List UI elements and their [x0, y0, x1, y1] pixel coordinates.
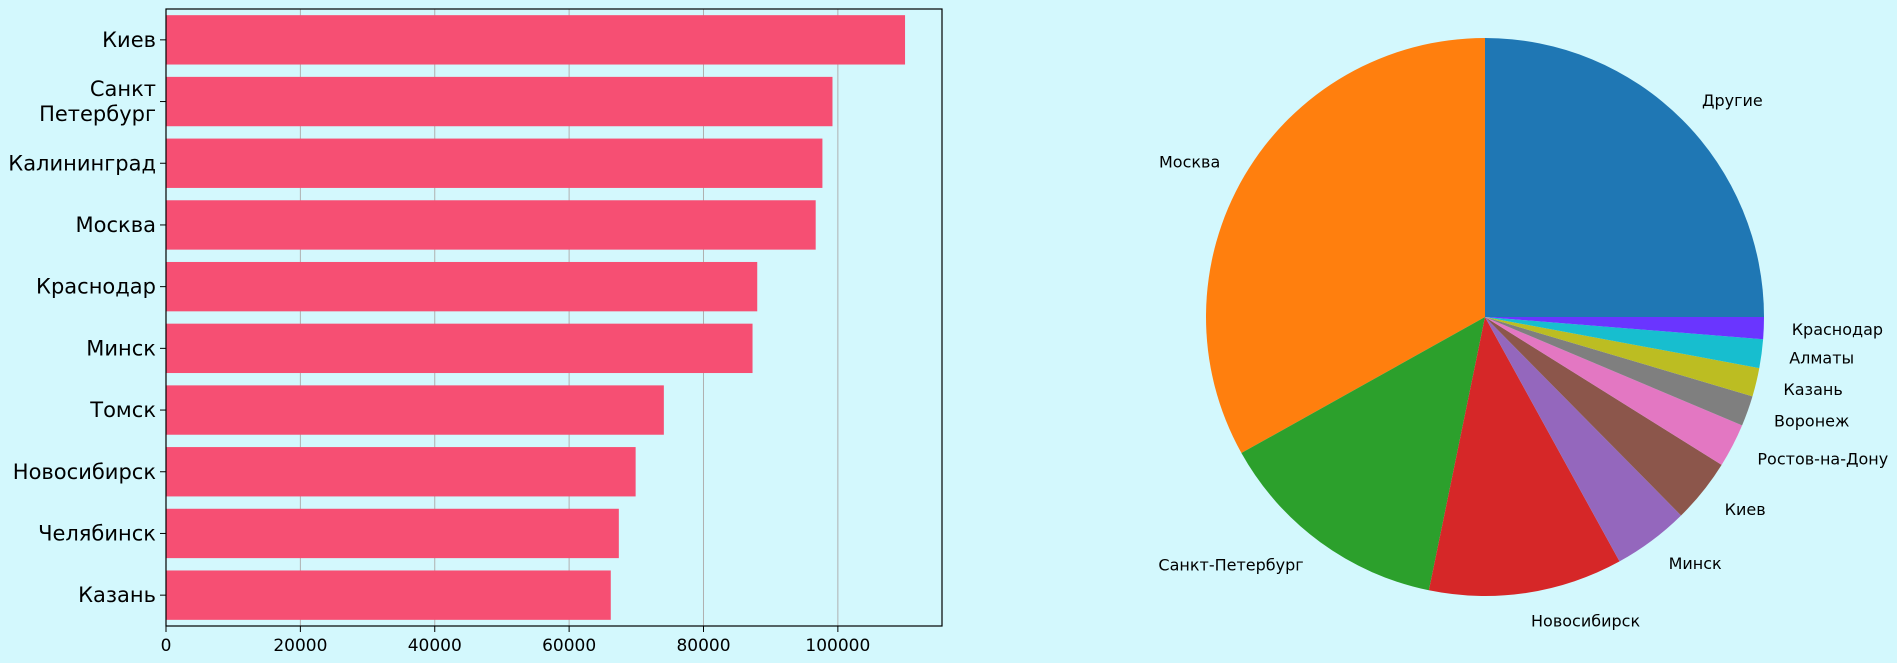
- bar: [166, 261, 758, 312]
- pie-slice-label: Казань: [1783, 380, 1842, 399]
- y-tick-label-line: Москва: [76, 213, 156, 237]
- y-tick-label-line: Киев: [102, 28, 156, 52]
- x-tick-label: 60000: [542, 636, 596, 656]
- x-tick-label: 80000: [676, 636, 730, 656]
- y-tick-label-line: Новосибирск: [13, 460, 156, 484]
- y-tick-label-line: Минск: [86, 336, 156, 360]
- pie-chart: Другие Москва Санкт-Петербург Новосибирск Ми…: [1158, 38, 1888, 630]
- y-tick-label-line: Челябинск: [38, 521, 156, 545]
- pie-slice: [1485, 317, 1722, 516]
- bar: [166, 323, 753, 374]
- pie-slice: [1485, 317, 1764, 340]
- bar: [166, 570, 611, 620]
- y-tick-label-line: Калининград: [8, 151, 156, 175]
- x-tick-label: 40000: [408, 636, 462, 656]
- pie-slice-label: Киев: [1725, 500, 1766, 519]
- x-tick-label: 100000: [805, 636, 870, 656]
- bar: [166, 200, 816, 250]
- y-tick-label: Челябинск: [38, 521, 156, 545]
- pie-slice-label: Ростов-на-Дону: [1757, 449, 1888, 468]
- pie-slice: [1485, 317, 1764, 369]
- pie-slice: [1485, 317, 1743, 465]
- pie-slice: [1485, 317, 1753, 426]
- y-tick-label: Калининград: [8, 151, 156, 175]
- pie-slice-label: Воронеж: [1774, 411, 1849, 430]
- bar: [166, 447, 636, 497]
- bar: [166, 385, 664, 435]
- pie-slice-label: Минск: [1669, 554, 1722, 573]
- pie-slice: [1428, 317, 1620, 596]
- bar: [166, 508, 619, 559]
- y-tick-label: Казань: [78, 583, 156, 607]
- pie-slice-label: Москва: [1159, 153, 1220, 172]
- x-tick-label: 20000: [273, 636, 327, 656]
- plot-frame: [165, 8, 943, 627]
- y-tick-label: Минск: [86, 336, 156, 360]
- y-tick-label: Москва: [76, 213, 156, 237]
- bar-chart: Киев Санкт Петербург Калининград Москва Красн…: [8, 8, 943, 656]
- y-tick-label-line: Петербург: [39, 102, 156, 126]
- y-tick-label-line: Томск: [89, 398, 156, 422]
- pie-slice-label: Санкт-Петербург: [1158, 556, 1303, 575]
- pie-slice-label: Новосибирск: [1531, 611, 1640, 630]
- y-tick-label: Томск: [89, 398, 156, 422]
- y-tick-label: Краснодар: [36, 275, 156, 299]
- pie-slice-label: Другие: [1702, 91, 1763, 110]
- pie-slice: [1206, 38, 1485, 454]
- pie-slice: [1241, 317, 1485, 591]
- y-tick-label: Киев: [102, 28, 156, 52]
- pie-slice: [1485, 317, 1760, 397]
- y-tick-label-line: Санкт: [90, 77, 156, 101]
- y-tick-label: Новосибирск: [13, 460, 156, 484]
- pie-slice: [1485, 317, 1682, 562]
- y-tick-label: Санкт Петербург: [39, 77, 156, 126]
- pie-slice-label: Краснодар: [1792, 320, 1883, 339]
- y-tick-label-line: Казань: [78, 583, 156, 607]
- bar: [166, 138, 823, 188]
- bar: [166, 76, 833, 127]
- x-tick-label: 0: [161, 636, 172, 656]
- y-tick-label-line: Краснодар: [36, 275, 156, 299]
- pie-slice-label: Алматы: [1789, 348, 1854, 367]
- bar: [166, 15, 906, 65]
- pie-slice: [1485, 38, 1764, 317]
